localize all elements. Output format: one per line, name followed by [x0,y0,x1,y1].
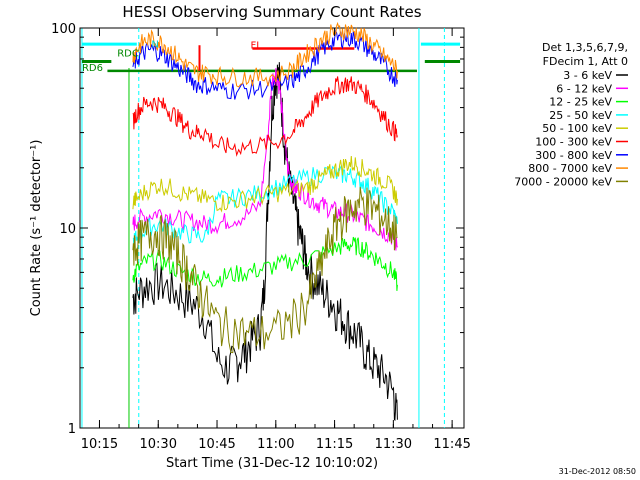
legend-entry: 50 - 100 keV [542,122,612,135]
series-line [132,21,398,88]
x-tick-label: 11:15 [316,437,353,452]
legend-entry: 300 - 800 keV [535,149,612,162]
axis-layer: 10:15 10:30 10:45 11:00 11:15 11:30 11:45 1 10 10… [51,22,471,452]
annotation-label: N [151,39,158,50]
legend-entry: 6 - 12 keV [556,82,612,95]
legend-entry: 7000 - 20000 keV [514,175,612,188]
legend: Det 1,3,5,6,7,9,FDecim 1, Att 03 - 6 keV… [514,41,628,188]
series-line [132,155,398,213]
y-tick-label: 10 [59,222,76,237]
y-tick-label: 100 [51,22,76,37]
annotation-label: RDC [117,49,139,60]
annotation-label: RD6 [82,63,103,74]
chart-title: HESSI Observing Summary Count Rates [122,3,421,21]
x-tick-label: 11:30 [375,437,412,452]
legend-entry: 800 - 7000 keV [528,162,612,175]
series-line [132,68,398,251]
observing-flag-layer [81,28,461,428]
legend-entry: 12 - 25 keV [549,96,612,109]
series-layer [132,21,398,421]
x-tick-label: 11:00 [257,437,294,452]
series-line [132,236,398,291]
annotation-label: FL [250,40,262,51]
series-line [132,62,398,421]
annotation-layer: N RDC RD6 FL [82,39,262,74]
series-line [132,76,398,157]
y-axis-label: Count Rate (s⁻¹ detector⁻¹) [29,140,44,317]
series-line [132,186,398,354]
legend-entry: 25 - 50 keV [549,109,612,122]
x-tick-label: 10:45 [198,437,235,452]
legend-entry: 100 - 300 keV [535,136,612,149]
x-axis-label: Start Time (31-Dec-12 10:10:02) [166,456,378,471]
footer-timestamp: 31-Dec-2012 08:50 [559,467,636,476]
legend-entry: 3 - 6 keV [563,69,612,82]
x-tick-label: 11:45 [433,437,470,452]
legend-header: Det 1,3,5,6,7,9, [542,41,628,54]
y-tick-label: 1 [68,422,76,437]
x-tick-label: 10:15 [81,437,118,452]
x-tick-label: 10:30 [140,437,177,452]
legend-header: FDecim 1, Att 0 [543,55,628,68]
